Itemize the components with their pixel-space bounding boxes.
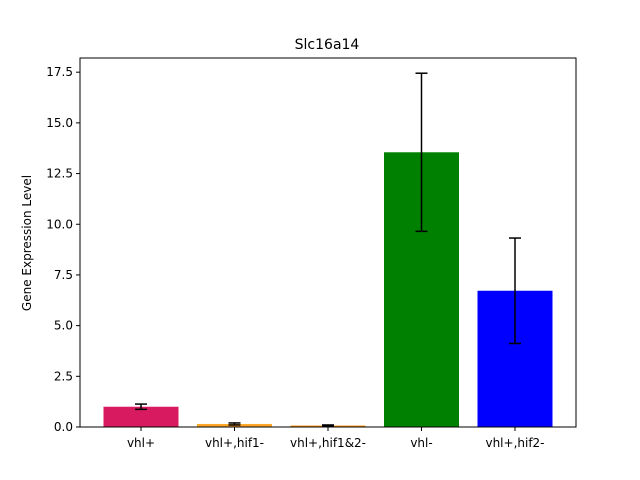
x-tick-label-2: vhl+,hif1&2- xyxy=(290,436,366,450)
y-tick-label-1: 2.5 xyxy=(54,369,73,383)
x-tick-label-3: vhl- xyxy=(410,436,432,450)
y-tick-label-6: 15.0 xyxy=(46,116,73,130)
x-tick-label-1: vhl+,hif1- xyxy=(205,436,264,450)
x-tick-label-4: vhl+,hif2- xyxy=(485,436,544,450)
bar-0 xyxy=(103,406,179,427)
x-tick-2: vhl+,hif1&2- xyxy=(290,427,366,450)
error-bars-layer xyxy=(135,72,521,427)
y-tick-label-2: 5.0 xyxy=(54,319,73,333)
y-tick-label-3: 7.5 xyxy=(54,268,73,282)
y-tick-0: 0.0 xyxy=(54,420,80,434)
x-tick-3: vhl- xyxy=(410,427,433,450)
error-bar-2 xyxy=(322,424,334,427)
error-bar-4 xyxy=(509,237,521,345)
x-tick-4: vhl+,hif2- xyxy=(485,427,545,450)
error-bar-3 xyxy=(415,72,428,233)
error-bar-0 xyxy=(135,403,147,411)
y-tick-label-4: 10.0 xyxy=(46,217,73,231)
x-axis-ticks: vhl+ vhl+,hif1- vhl+,hif1&2- vhl-vhl+,hif2- xyxy=(127,427,545,450)
x-tick-label-0: vhl+ xyxy=(127,436,155,450)
y-axis-ticks: 0.0 2.5 5.0 7.5 10.0 12.5 15.0 17.5 xyxy=(46,65,80,434)
x-tick-1: vhl+,hif1- xyxy=(205,427,264,450)
y-tick-label-5: 12.5 xyxy=(46,167,73,181)
chart-title: Slc16a14 xyxy=(295,37,360,53)
plot-frame xyxy=(79,57,577,428)
error-bar-1 xyxy=(228,422,241,426)
bars-layer xyxy=(103,152,553,427)
y-tick-4: 10.0 xyxy=(46,217,80,231)
y-tick-3: 7.5 xyxy=(54,268,80,282)
y-tick-6: 15.0 xyxy=(46,116,80,130)
y-axis-title: Gene Expression Level xyxy=(20,175,34,311)
y-tick-2: 5.0 xyxy=(54,319,80,333)
y-tick-1: 2.5 xyxy=(54,369,80,383)
y-tick-5: 12.5 xyxy=(46,167,80,181)
y-tick-label-0: 0.0 xyxy=(54,420,73,434)
y-tick-label-7: 17.5 xyxy=(46,65,73,79)
y-tick-7: 17.5 xyxy=(46,65,80,79)
x-tick-0: vhl+ xyxy=(127,427,155,450)
